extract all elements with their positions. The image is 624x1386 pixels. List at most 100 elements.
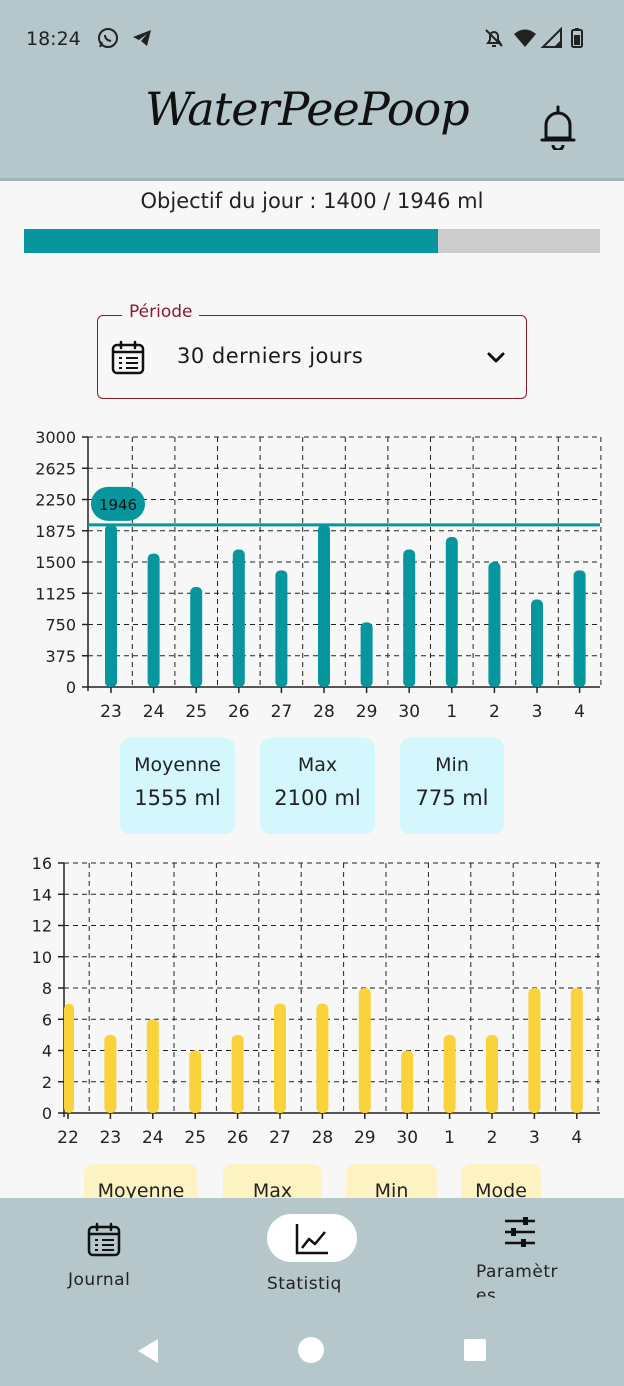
- period-label: Période: [122, 302, 200, 322]
- y-tick-label: 0: [66, 678, 76, 697]
- chart-bar: [104, 1034, 117, 1113]
- daily-goal-progress-fill: [24, 229, 439, 253]
- pee-mode-card: Mode: [461, 1164, 541, 1198]
- y-tick-label: 1875: [35, 522, 76, 541]
- y-tick-label: 2625: [35, 459, 76, 478]
- wifi-icon: [514, 29, 536, 47]
- chart-bar: [360, 622, 373, 687]
- chart-line-icon: [295, 1224, 328, 1255]
- chart-bar: [275, 570, 288, 687]
- x-tick-label: 4: [574, 702, 585, 721]
- back-icon[interactable]: [134, 1337, 162, 1365]
- signal-icon: [540, 26, 562, 48]
- x-tick-label: 24: [143, 702, 165, 721]
- x-tick-label: 25: [184, 1128, 206, 1148]
- y-tick-label: 375: [45, 647, 76, 666]
- whatsapp-icon: [98, 28, 118, 48]
- pee-mode-label: Mode: [475, 1180, 527, 1198]
- pee-max-card: Max: [223, 1164, 322, 1198]
- chart-bar: [445, 537, 458, 687]
- chart-bar: [318, 524, 330, 687]
- x-tick-label: 1: [446, 702, 457, 721]
- x-tick-label: 24: [142, 1128, 164, 1148]
- chart-bar: [316, 1003, 329, 1113]
- x-tick-label: 22: [57, 1128, 79, 1148]
- x-tick-label: 27: [269, 1128, 291, 1148]
- y-tick-label: 750: [45, 616, 76, 635]
- x-tick-label: 30: [396, 1128, 418, 1148]
- home-icon[interactable]: [297, 1336, 325, 1364]
- daily-goal-progress: [24, 229, 600, 253]
- x-tick-label: 28: [312, 1128, 334, 1148]
- bottom-navigation: Journal Statistiq Paramètr es: [0, 1198, 624, 1308]
- y-tick-label: 10: [32, 948, 52, 967]
- chart-bar: [401, 1050, 414, 1113]
- x-tick-label: 25: [185, 702, 207, 721]
- app-title: WaterPeePoop: [145, 82, 470, 136]
- x-tick-label: 26: [227, 1128, 249, 1148]
- x-tick-label: 2: [487, 1128, 498, 1148]
- nav-label-statistics: Statistiq: [267, 1274, 342, 1294]
- y-tick-label: 0: [42, 1104, 52, 1123]
- chart-bar: [274, 1003, 286, 1113]
- water-average-value: 1555 ml: [134, 786, 221, 810]
- sliders-icon: [505, 1217, 535, 1247]
- water-min-label: Min: [435, 754, 469, 776]
- chart-bar: [531, 599, 543, 687]
- water-min-value: 775 ml: [415, 786, 489, 810]
- nav-label-settings-wrap: es: [476, 1286, 497, 1298]
- period-value: 30 derniers jours: [177, 344, 364, 368]
- period-dropdown[interactable]: Période 30 derniers jours: [97, 302, 527, 399]
- statistics-content[interactable]: Objectif du jour : 1400 / 1946 ml Périod…: [0, 178, 624, 1198]
- x-tick-label: 27: [271, 702, 293, 721]
- pee-min-label: Min: [374, 1180, 409, 1198]
- y-tick-label: 6: [42, 1010, 52, 1029]
- y-tick-label: 2: [42, 1073, 52, 1092]
- chart-bar: [403, 549, 416, 687]
- y-tick-label: 1125: [35, 584, 76, 603]
- chart-bar: [147, 553, 160, 687]
- chart-bar: [146, 1019, 159, 1113]
- chart-bar: [443, 1034, 456, 1113]
- water-average-card: Moyenne 1555 ml: [120, 738, 235, 834]
- recents-icon[interactable]: [463, 1338, 487, 1362]
- calendar-icon: [111, 340, 145, 375]
- chart-bar: [64, 1003, 74, 1113]
- battery-icon: [571, 28, 583, 48]
- x-tick-label: 29: [354, 1128, 376, 1148]
- x-tick-label: 26: [228, 702, 250, 721]
- pee-max-label: Max: [252, 1180, 293, 1198]
- chart-bar: [528, 988, 541, 1113]
- chart-bar: [570, 988, 583, 1113]
- system-navigation: [0, 1308, 624, 1386]
- x-tick-label: 29: [356, 702, 378, 721]
- chart-bar: [486, 1034, 498, 1113]
- bell-icon[interactable]: [538, 104, 578, 150]
- x-tick-label: 4: [571, 1128, 582, 1148]
- nav-label-settings: Paramètr: [476, 1262, 558, 1282]
- pee-average-label: Moyenne: [97, 1180, 185, 1198]
- chart-bar: [358, 988, 371, 1113]
- x-tick-label: 28: [313, 702, 335, 721]
- y-tick-label: 14: [32, 885, 52, 904]
- nav-label-journal: Journal: [68, 1270, 131, 1290]
- y-tick-label: 1500: [35, 553, 76, 572]
- pee-min-card: Min: [346, 1164, 437, 1198]
- x-tick-label: 3: [529, 1128, 540, 1148]
- chevron-down-icon[interactable]: [484, 346, 508, 370]
- x-tick-label: 30: [398, 702, 420, 721]
- daily-goal-text: Objectif du jour : 1400 / 1946 ml: [140, 189, 484, 213]
- chart-bar: [190, 587, 203, 687]
- x-tick-label: 2: [489, 702, 500, 721]
- y-tick-label: 3000: [35, 428, 76, 447]
- chart-bar: [189, 1050, 202, 1113]
- notifications-off-icon: [485, 29, 503, 47]
- water-min-card: Min 775 ml: [400, 738, 504, 834]
- chart-bar: [231, 1034, 244, 1113]
- y-tick-label: 2250: [35, 491, 76, 510]
- pee-average-card: Moyenne: [84, 1164, 198, 1198]
- telegram-icon: [133, 30, 151, 46]
- x-tick-label: 1: [444, 1128, 455, 1148]
